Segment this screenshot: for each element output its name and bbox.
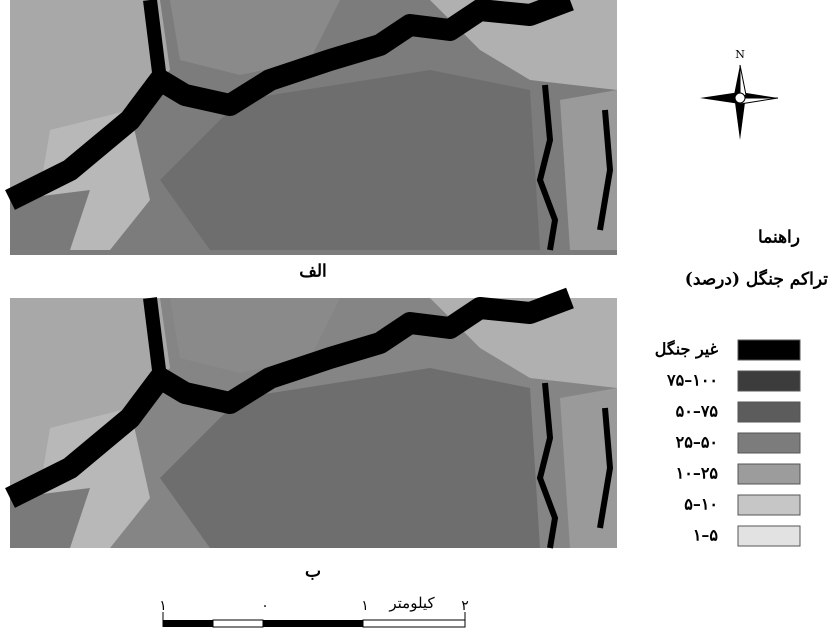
legend-swatch xyxy=(737,401,801,423)
legend: غیر جنگل ۷۵–۱۰۰ ۵۰–۷۵ ۲۵–۵۰ ۱۰–۲۵ ۵–۱۰ ۱–۵ xyxy=(655,339,801,547)
legend-swatch xyxy=(737,370,801,392)
legend-swatch xyxy=(737,494,801,516)
north-arrow: N xyxy=(700,48,779,140)
legend-label: ۵–۱۰ xyxy=(684,495,718,514)
legend-subtitle: تراکم جنگل (درصد) xyxy=(685,269,828,290)
legend-title: راهنما xyxy=(758,228,800,248)
scale-labels: ۱ ۰ ۱ ۲ کیلومتر xyxy=(159,594,469,614)
legend-swatch xyxy=(737,339,801,361)
scale-label: ۲ xyxy=(461,598,469,614)
legend-label: ۲۵–۵۰ xyxy=(676,433,718,452)
legend-label: ۱۰–۲۵ xyxy=(676,464,719,483)
legend-swatch xyxy=(737,463,801,485)
scale-label: ۰ xyxy=(261,598,269,614)
scale-label: ۱ xyxy=(159,598,167,614)
map-b xyxy=(10,298,617,548)
legend-swatch xyxy=(737,525,801,547)
map-a xyxy=(10,0,617,255)
scale-label: ۱ xyxy=(361,598,369,614)
legend-label: ۷۵–۱۰۰ xyxy=(666,371,718,390)
north-label: N xyxy=(735,48,745,61)
legend-label: ۱–۵ xyxy=(693,526,719,545)
scale-bar xyxy=(162,612,466,628)
legend-label: غیر جنگل xyxy=(655,340,719,360)
legend-swatch xyxy=(737,432,801,454)
panel-label: ب xyxy=(305,562,321,582)
legend-label: ۵۰–۷۵ xyxy=(676,402,719,421)
scale-unit: کیلومتر xyxy=(388,594,435,612)
panel-label: الف xyxy=(299,262,327,282)
